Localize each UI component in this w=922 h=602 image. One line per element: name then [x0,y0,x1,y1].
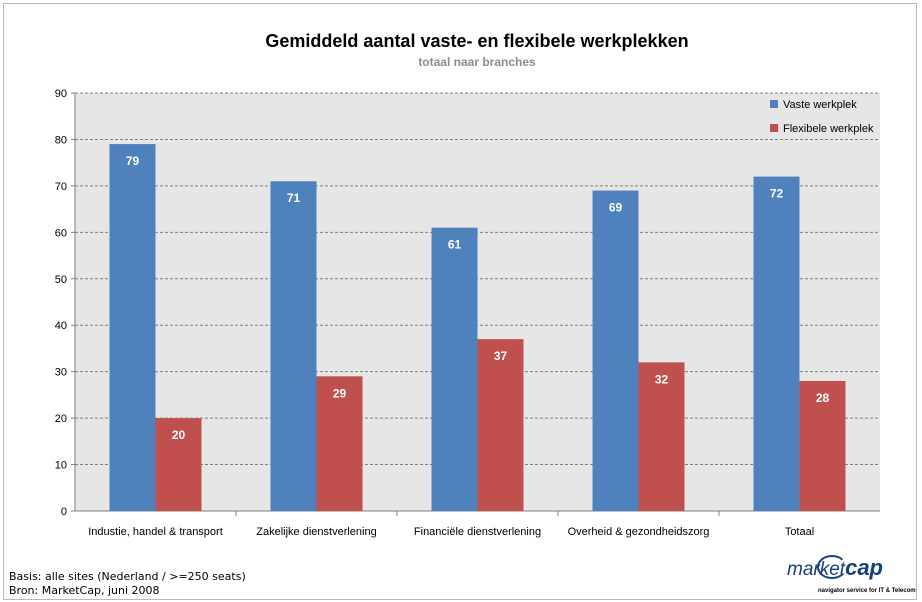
bar [109,144,156,512]
labels: 79 20 71 29 61 37 69 32 72 28 [126,154,830,442]
y-tick-label: 70 [55,181,67,193]
y-tick-label: 10 [55,460,67,472]
bar [477,339,524,511]
data-label: 37 [494,349,508,363]
y-tick-label: 40 [55,320,67,332]
x-tick-label: Overheid & gezondheidszorg [568,526,710,538]
logo-tagline: navigator service for IT & Telecom [818,588,916,594]
bar [753,176,800,511]
legend-swatch [770,100,778,108]
bar [638,362,685,511]
y-tick-label: 30 [55,367,67,379]
logo-word-cap: cap [845,555,883,580]
bars [109,144,846,512]
chart-subtitle: totaal naar branches [418,55,536,69]
x-tick-label: Financiële dienstverlening [414,526,541,538]
legend-label: Vaste werkplek [783,99,857,111]
footnote-source: Bron: MarketCap, juni 2008 [9,584,160,597]
logo-wordmark: marketcap [787,555,883,581]
y-tick-label: 80 [55,134,67,146]
axes: 0 10 20 30 40 50 60 70 80 90 Industie, handel & tr… [55,88,880,538]
data-label: 69 [609,201,623,215]
legend: Vaste werkplek Flexibele werkplek [770,99,874,135]
bar [316,376,363,511]
data-label: 79 [126,154,140,168]
bar [155,418,202,511]
data-label: 32 [655,372,669,386]
bar [431,227,478,511]
bar [799,380,846,511]
data-label: 61 [448,238,462,252]
bar [270,181,317,511]
legend-swatch [770,124,778,132]
data-label: 29 [333,386,347,400]
y-tick-label: 90 [55,88,67,100]
legend-label: Flexibele werkplek [783,123,874,135]
y-tick-label: 50 [55,274,67,286]
y-tick-label: 0 [61,506,67,518]
x-tick-label: Totaal [785,526,814,538]
bar [592,190,639,512]
data-label: 71 [287,191,301,205]
data-label: 72 [770,187,784,201]
chart-title: Gemiddeld aantal vaste- en flexibele wer… [265,31,688,51]
x-tick-label: Zakelijke dienstverlening [256,526,376,538]
data-label: 28 [816,391,830,405]
y-tick-label: 20 [55,413,67,425]
logo-word-market: market [787,559,846,580]
logo-ring-icon [817,555,847,579]
x-tick-label: Industie, handel & transport [88,526,223,538]
y-tick-label: 60 [55,227,67,239]
data-label: 20 [172,428,186,442]
footnote-basis: Basis: alle sites (Nederland / >=250 sea… [9,570,246,583]
marketcap-logo: marketcap navigator service for IT & Tel… [775,555,922,600]
